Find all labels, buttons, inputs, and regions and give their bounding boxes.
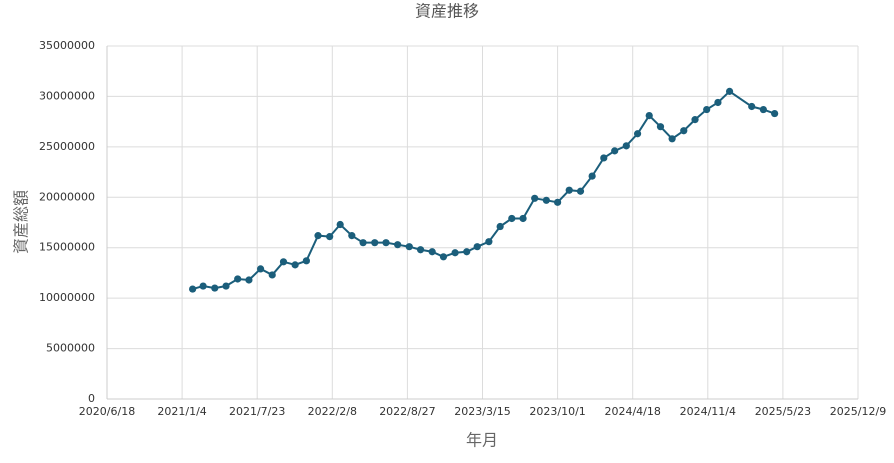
marker <box>680 127 688 135</box>
marker <box>668 135 676 143</box>
x-tick-label: 2023/10/1 <box>529 405 585 418</box>
marker <box>463 248 471 256</box>
marker <box>611 147 619 155</box>
marker <box>633 130 642 138</box>
marker <box>439 253 448 261</box>
marker <box>725 87 734 95</box>
x-tick-label: 2021/1/4 <box>157 405 206 418</box>
y-tick-label: 20000000 <box>39 190 95 203</box>
marker <box>508 214 516 223</box>
x-tick-label: 2022/8/27 <box>379 405 435 418</box>
marker <box>279 258 288 266</box>
x-axis-label: 年月 <box>466 431 498 450</box>
y-tick-label: 35000000 <box>39 39 95 52</box>
marker <box>234 275 242 283</box>
marker <box>588 172 596 180</box>
marker <box>405 243 413 251</box>
marker <box>703 105 711 114</box>
x-tick-label: 2025/12/9 <box>830 405 886 418</box>
marker <box>245 276 253 284</box>
marker <box>394 241 402 249</box>
marker <box>416 246 425 254</box>
y-axis-label: 資産総額 <box>12 190 31 254</box>
marker <box>326 233 334 241</box>
marker <box>348 232 356 240</box>
marker <box>565 186 573 194</box>
marker <box>256 265 265 273</box>
x-tick-label: 2023/3/15 <box>454 405 510 418</box>
x-tick-label: 2020/6/18 <box>79 405 135 418</box>
marker <box>359 239 367 247</box>
y-tick-label: 15000000 <box>39 241 95 254</box>
marker <box>691 116 699 124</box>
y-tick-label: 25000000 <box>39 140 95 153</box>
marker <box>748 102 756 111</box>
marker <box>302 257 310 265</box>
marker <box>622 142 630 150</box>
x-tick-label: 2024/11/4 <box>680 405 736 418</box>
marker <box>531 194 539 202</box>
marker <box>189 285 197 293</box>
marker <box>519 214 527 223</box>
marker <box>211 284 219 292</box>
marker <box>291 261 299 269</box>
x-tick-label: 2022/2/8 <box>308 405 357 418</box>
marker <box>451 249 459 257</box>
marker <box>759 105 767 114</box>
chart-title: 資産推移 <box>415 2 479 21</box>
y-tick-label: 5000000 <box>46 342 95 355</box>
marker <box>600 154 608 162</box>
marker <box>473 243 481 251</box>
y-tick-label: 10000000 <box>39 291 95 304</box>
marker <box>199 282 207 290</box>
line <box>192 90 775 291</box>
marker <box>371 239 379 247</box>
x-tick-label: 2021/7/23 <box>229 405 285 418</box>
marker <box>656 123 665 131</box>
marker <box>336 220 344 229</box>
marker <box>542 196 550 204</box>
marker <box>268 271 276 279</box>
marker <box>714 98 722 107</box>
y-tick-label: 30000000 <box>39 89 95 102</box>
marker <box>222 282 230 290</box>
marker <box>771 109 779 118</box>
x-tick-label: 2025/5/23 <box>755 405 811 418</box>
marker <box>496 222 504 231</box>
marker <box>314 232 322 240</box>
marker <box>645 111 653 120</box>
y-tick-label: 0 <box>88 392 95 405</box>
marker <box>554 198 562 206</box>
marker <box>382 239 390 247</box>
marker <box>485 238 493 246</box>
marker <box>576 187 585 195</box>
marker <box>428 248 436 256</box>
x-tick-label: 2024/4/18 <box>604 405 660 418</box>
